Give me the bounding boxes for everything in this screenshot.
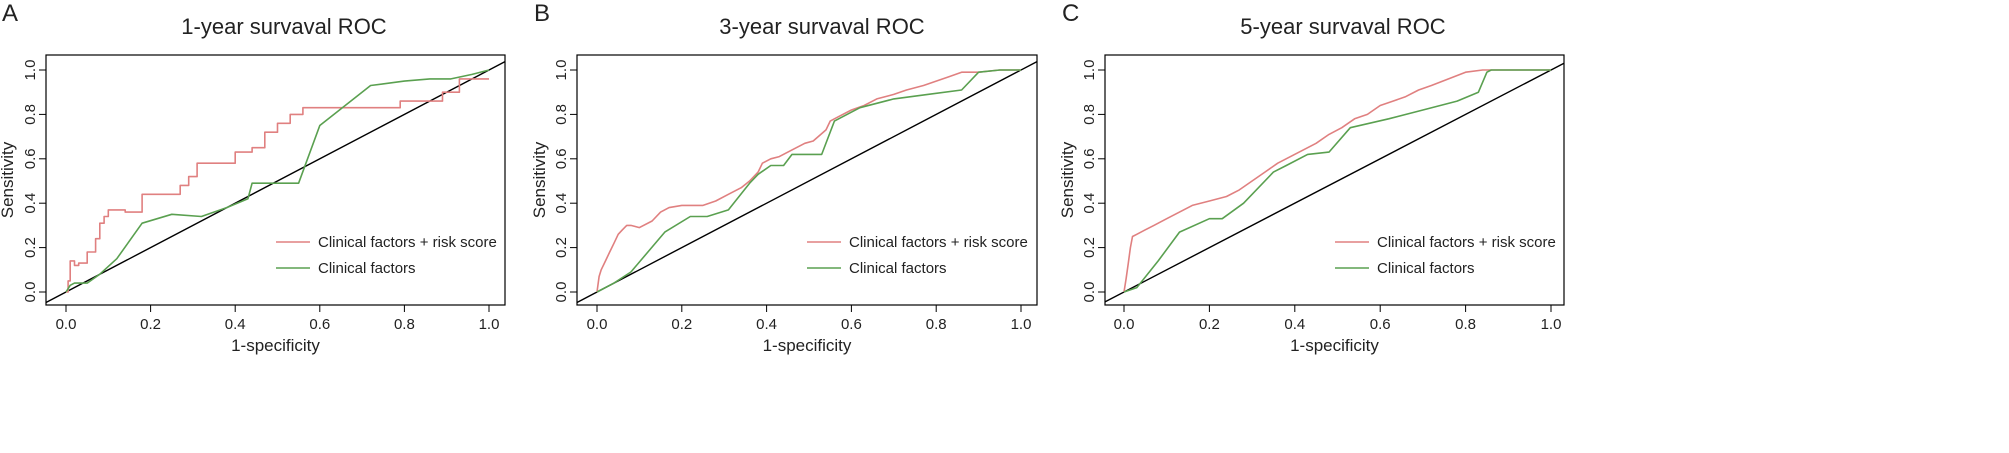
x-tick-label: 0.2 [671,316,692,333]
y-tick-label: 0.0 [553,282,570,303]
y-tick-label: 0.4 [1081,193,1098,214]
roc-panel-b: 3-year survaval ROC 0.0 0.2 0.4 0.6 0.8 1.0 0.0… [532,0,1201,453]
roc-panel-a: 1-year survaval ROC 0.0 0.2 0.4 0.6 0.8 1.0 0.0… [0,0,669,453]
diagonal-reference-line [1104,62,1565,303]
y-tick-label: 1.0 [553,60,570,81]
y-tick-label: 0.6 [1081,148,1098,169]
x-tick-label: 0.8 [1455,316,1476,333]
x-tick-label: 1.0 [1541,316,1562,333]
y-tick-label: 1.0 [22,60,39,81]
series-line-clinical-risk-score [596,69,1021,293]
y-tick-label: 0.8 [22,104,39,125]
y-tick-label: 0.6 [22,148,39,169]
x-tick-label: 0.8 [394,316,415,333]
x-tick-label: 0.6 [309,316,330,333]
panel-letter: C [1062,0,1080,27]
y-tick-label: 0.2 [553,237,570,258]
x-tick-label: 0.6 [1370,316,1391,333]
x-tick-label: 1.0 [479,316,500,333]
roc-chart-a: 1-year survaval ROC 0.0 0.2 0.4 0.6 0.8 1.0 0.0… [0,14,506,355]
plot-frame [576,54,1038,306]
plot-frame [1104,54,1565,306]
diagonal-reference-line [576,61,1038,304]
y-tick-label: 0.2 [1081,237,1098,258]
diagonal-reference-line [45,60,506,304]
x-tick-label: 0.8 [926,316,947,333]
x-tick-label: 0.4 [1284,316,1305,333]
x-tick-label: 0.6 [841,316,862,333]
legend-label: Clinical factors [318,260,416,277]
series-line-clinical-factors [65,69,490,293]
chart-title: 3-year survaval ROC [719,14,925,39]
y-axis-label: Sensitivity [0,141,17,218]
chart-title: 5-year survaval ROC [1240,14,1446,39]
legend-label: Clinical factors + risk score [1377,234,1556,251]
y-tick-label: 0.8 [1081,104,1098,125]
x-tick-label: 0.0 [56,316,77,333]
x-tick-label: 0.4 [756,316,777,333]
series-line-clinical-factors [1123,69,1551,293]
x-axis-label: 1-specificity [1290,336,1379,355]
x-tick-label: 0.0 [1114,316,1135,333]
y-tick-label: 0.2 [22,237,39,258]
x-tick-label: 0.4 [225,316,246,333]
chart-title: 1-year survaval ROC [181,14,387,39]
legend-label: Clinical factors + risk score [318,234,497,251]
roc-chart-c: 5-year survaval ROC 0.0 0.2 0.4 0.6 0.8 1.0 0.0… [1060,14,1565,355]
panel-letter: B [534,0,551,27]
y-tick-label: 0.4 [22,193,39,214]
x-axis-label: 1-specificity [763,336,852,355]
roc-panel-c: 5-year survaval ROC 0.0 0.2 0.4 0.6 0.8 1.0 0.0… [1060,0,1729,453]
x-tick-label: 0.2 [1199,316,1220,333]
x-axis-label: 1-specificity [231,336,320,355]
y-tick-label: 0.0 [1081,282,1098,303]
y-axis-label: Sensitivity [532,141,549,218]
series-line-clinical-factors [596,69,1021,293]
series-line-clinical-risk-score [1123,69,1551,293]
y-tick-label: 1.0 [1081,60,1098,81]
series-line-clinical-risk-score [66,78,489,293]
panel-letter: A [2,0,19,27]
x-tick-label: 0.2 [140,316,161,333]
legend-label: Clinical factors [849,260,947,277]
plot-frame [45,54,506,306]
y-tick-label: 0.4 [553,193,570,214]
roc-chart-b: 3-year survaval ROC 0.0 0.2 0.4 0.6 0.8 1.0 0.0… [532,14,1038,355]
legend-label: Clinical factors + risk score [849,234,1028,251]
x-tick-label: 1.0 [1011,316,1032,333]
y-tick-label: 0.8 [553,104,570,125]
y-tick-label: 0.6 [553,148,570,169]
x-tick-label: 0.0 [587,316,608,333]
y-tick-label: 0.0 [22,282,39,303]
legend-label: Clinical factors [1377,260,1475,277]
y-axis-label: Sensitivity [1060,141,1077,218]
